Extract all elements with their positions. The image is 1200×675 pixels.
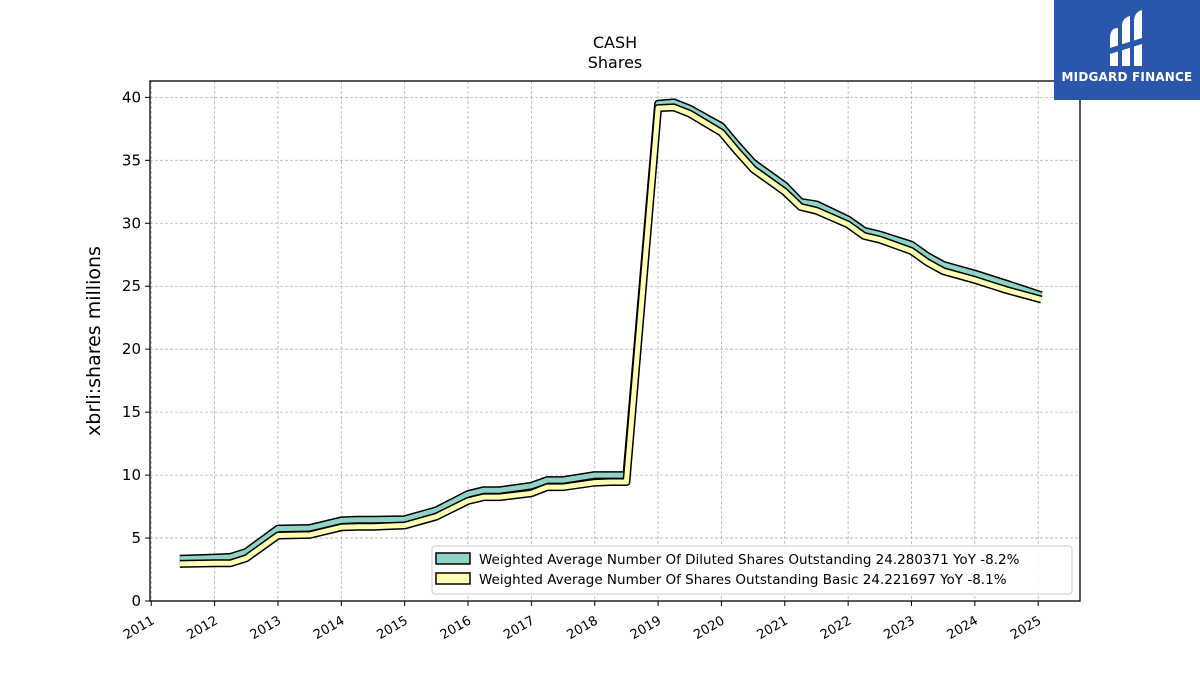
- x-tick-label: 2020: [691, 613, 727, 643]
- y-tick-label: 20: [122, 340, 141, 358]
- grid: [150, 81, 1080, 602]
- y-axis-label: xbrli:shares millions: [83, 246, 105, 436]
- y-tick-label: 0: [131, 592, 141, 610]
- x-tick-label: 2012: [184, 613, 220, 643]
- x-tick-label: 2024: [945, 613, 981, 643]
- plot-frame: [149, 80, 1081, 602]
- legend-swatch-basic: [435, 572, 471, 585]
- x-tick-label: 2014: [311, 613, 347, 643]
- legend-swatch-diluted: [435, 552, 471, 565]
- x-tick-label: 2025: [1008, 613, 1044, 643]
- y-tick-label: 40: [122, 88, 141, 106]
- logo-mark-icon: [1110, 10, 1142, 66]
- series-lines: [179, 98, 1043, 568]
- x-tick-label: 2013: [248, 613, 284, 643]
- x-tick-label: 2019: [628, 613, 664, 643]
- series-outline-1: [179, 103, 1043, 568]
- series-outline-0: [179, 98, 1043, 563]
- series-line-0: [179, 99, 1043, 562]
- y-tick-label: 30: [122, 214, 141, 232]
- y-tick-label: 5: [131, 529, 141, 547]
- x-tick-label: 2018: [565, 613, 601, 643]
- x-tick-label: 2016: [438, 613, 474, 643]
- x-tick-label: 2017: [501, 613, 537, 643]
- logo-text: MIDGARD FINANCE: [1061, 70, 1193, 84]
- brand-logo: MIDGARD FINANCE: [1054, 0, 1200, 100]
- x-tick-label: 2022: [818, 613, 854, 643]
- y-tick-label: 35: [122, 151, 141, 169]
- y-tick-label: 10: [122, 466, 141, 484]
- y-ticks: 0 5 10 15 20 25 30 35 40: [122, 88, 150, 610]
- chart-title: CASH: [593, 33, 637, 52]
- series-line-1: [179, 104, 1043, 567]
- x-tick-label: 2023: [881, 613, 917, 643]
- x-ticks: 2011 2012 2013 2014 2015 2016 2017 2018 2019 2020…: [121, 601, 1044, 643]
- legend-label-basic: Weighted Average Number Of Shares Outsta…: [479, 572, 1007, 588]
- legend-box: [431, 545, 1073, 595]
- y-tick-label: 15: [122, 403, 141, 421]
- chart-subtitle: Shares: [588, 53, 643, 72]
- x-tick-label: 2021: [755, 613, 791, 643]
- legend: Weighted Average Number Of Diluted Share…: [431, 545, 1073, 595]
- x-tick-label: 2015: [375, 613, 411, 643]
- y-tick-label: 25: [122, 277, 141, 295]
- x-tick-label: 2011: [121, 613, 157, 643]
- legend-label-diluted: Weighted Average Number Of Diluted Share…: [479, 552, 1020, 568]
